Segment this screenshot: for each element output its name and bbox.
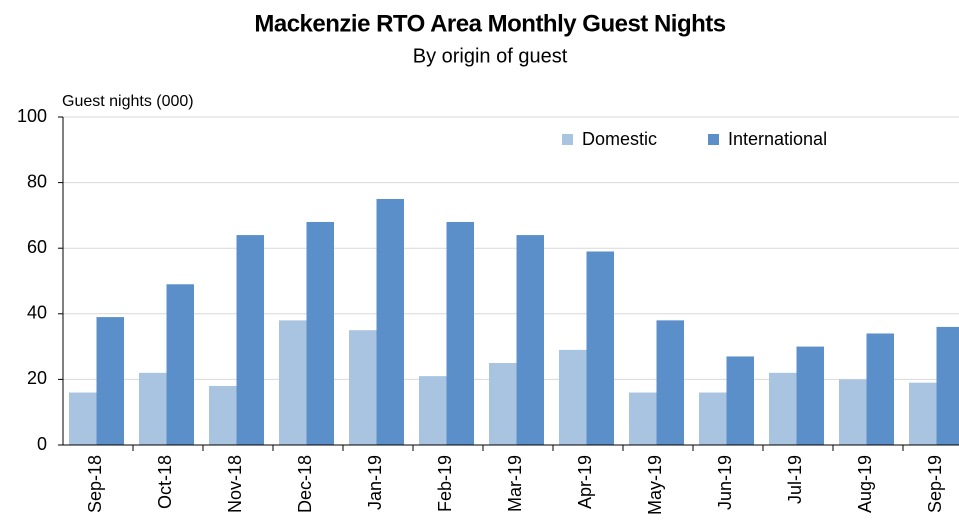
bar bbox=[209, 385, 237, 445]
y-tick-label: 60 bbox=[27, 237, 47, 257]
bar bbox=[559, 349, 587, 445]
x-tick-label: Jul-19 bbox=[785, 455, 805, 504]
y-axis-label: Guest nights (000) bbox=[62, 93, 194, 110]
x-tick-label: May-19 bbox=[645, 455, 665, 515]
bar bbox=[279, 320, 307, 445]
y-tick-label: 80 bbox=[27, 171, 47, 191]
chart-subtitle: By origin of guest bbox=[413, 45, 568, 67]
y-tick-label: 100 bbox=[17, 106, 47, 126]
chart-title: Mackenzie RTO Area Monthly Guest Nights bbox=[254, 10, 725, 37]
x-tick-label: Jun-19 bbox=[715, 455, 735, 510]
bar bbox=[936, 326, 959, 445]
bar bbox=[699, 392, 727, 445]
bar bbox=[839, 379, 867, 445]
x-tick-label: Dec-18 bbox=[295, 455, 315, 513]
bar bbox=[349, 330, 377, 445]
bar bbox=[139, 372, 167, 445]
x-tick-label: Mar-19 bbox=[505, 455, 525, 512]
x-tick-label: Oct-18 bbox=[155, 455, 175, 509]
bar bbox=[866, 333, 894, 445]
bar bbox=[236, 235, 264, 445]
bar bbox=[489, 363, 517, 445]
bar bbox=[446, 221, 474, 445]
y-tick-label: 40 bbox=[27, 303, 47, 323]
bar bbox=[306, 221, 334, 445]
x-tick-label: Nov-18 bbox=[225, 455, 245, 513]
x-tick-label: Jan-19 bbox=[365, 455, 385, 510]
legend-swatch bbox=[562, 134, 573, 145]
x-tick-label: Sep-19 bbox=[925, 455, 945, 513]
legend-label: International bbox=[728, 129, 827, 149]
bar bbox=[586, 251, 614, 445]
bar bbox=[419, 376, 447, 445]
bar bbox=[376, 199, 404, 445]
legend-label: Domestic bbox=[582, 129, 657, 149]
y-tick-label: 20 bbox=[27, 368, 47, 388]
bar bbox=[69, 392, 97, 445]
bar bbox=[769, 372, 797, 445]
bar bbox=[796, 346, 824, 445]
x-tick-label: Feb-19 bbox=[435, 455, 455, 512]
x-tick-label: Sep-18 bbox=[85, 455, 105, 513]
x-tick-label: Apr-19 bbox=[575, 455, 595, 509]
y-tick-label: 0 bbox=[37, 434, 47, 454]
legend-swatch bbox=[708, 134, 719, 145]
bar bbox=[96, 317, 124, 445]
x-tick-label: Aug-19 bbox=[855, 455, 875, 513]
bar bbox=[166, 284, 194, 445]
bar bbox=[726, 356, 754, 445]
bar bbox=[656, 320, 684, 445]
bar bbox=[516, 235, 544, 445]
bar bbox=[629, 392, 657, 445]
bar bbox=[909, 382, 937, 445]
